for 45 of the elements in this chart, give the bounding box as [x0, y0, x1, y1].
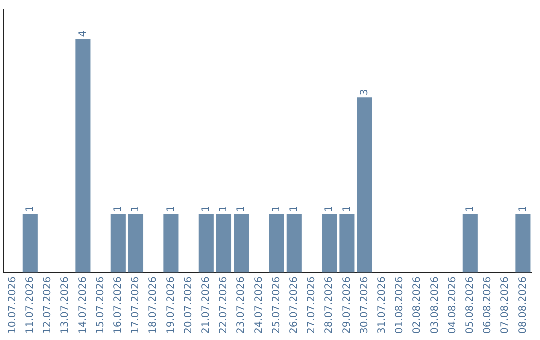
- data-label: 1: [342, 206, 353, 212]
- x-tick-label: 05.08.2026: [464, 276, 476, 334]
- x-tick-label: 30.07.2026: [359, 276, 370, 334]
- data-label: 1: [518, 206, 529, 212]
- data-label: 1: [271, 206, 282, 212]
- x-tick-label: 21.07.2026: [200, 276, 212, 334]
- data-label: 4: [78, 30, 89, 38]
- x-tick-label: 26.07.2026: [288, 276, 300, 334]
- x-tick-label: 18.07.2026: [148, 276, 160, 334]
- x-tick-label: 19.07.2026: [166, 276, 177, 334]
- x-tick-label: 08.08.2026: [518, 276, 529, 334]
- x-tick-label: 16.07.2026: [112, 276, 124, 334]
- x-tick-label: 20.07.2026: [183, 276, 194, 334]
- x-tick-label: 11.07.2026: [24, 276, 36, 334]
- x-tick-label: 24.07.2026: [254, 276, 265, 334]
- data-label: 1: [200, 206, 212, 212]
- x-tick-label: 06.08.2026: [482, 276, 494, 334]
- data-label: 1: [218, 206, 230, 212]
- x-tick-label: 25.07.2026: [271, 276, 282, 334]
- x-tick-label: 23.07.2026: [236, 276, 248, 334]
- x-tick-label: 01.08.2026: [394, 276, 406, 334]
- x-tick-label: 28.07.2026: [324, 276, 336, 334]
- x-tick-label: 10.07.2026: [7, 276, 18, 334]
- x-tick-label: 14.07.2026: [78, 276, 89, 334]
- data-label: 1: [236, 206, 248, 212]
- x-tick-label: 29.07.2026: [342, 276, 353, 334]
- x-tick-label: 17.07.2026: [130, 276, 142, 334]
- x-tick-label: 31.07.2026: [376, 276, 388, 334]
- data-label: 1: [464, 206, 476, 212]
- data-label: 1: [166, 206, 177, 212]
- x-tick-label: 12.07.2026: [42, 276, 54, 334]
- x-tick-label: 04.08.2026: [447, 276, 458, 334]
- data-label: 1: [24, 206, 36, 212]
- data-label: 1: [112, 206, 124, 212]
- x-tick-label: 02.08.2026: [412, 276, 424, 334]
- data-label: 1: [288, 206, 300, 212]
- x-tick-label: 15.07.2026: [95, 276, 106, 334]
- x-tick-label: 22.07.2026: [218, 276, 230, 334]
- x-tick-label: 07.08.2026: [500, 276, 512, 334]
- x-tick-label: 27.07.2026: [306, 276, 318, 334]
- x-tick-label: 03.08.2026: [430, 276, 441, 334]
- data-label: 1: [324, 206, 336, 212]
- x-tick-label: 13.07.2026: [60, 276, 72, 334]
- data-label: 1: [130, 206, 142, 212]
- data-label: 3: [359, 89, 370, 96]
